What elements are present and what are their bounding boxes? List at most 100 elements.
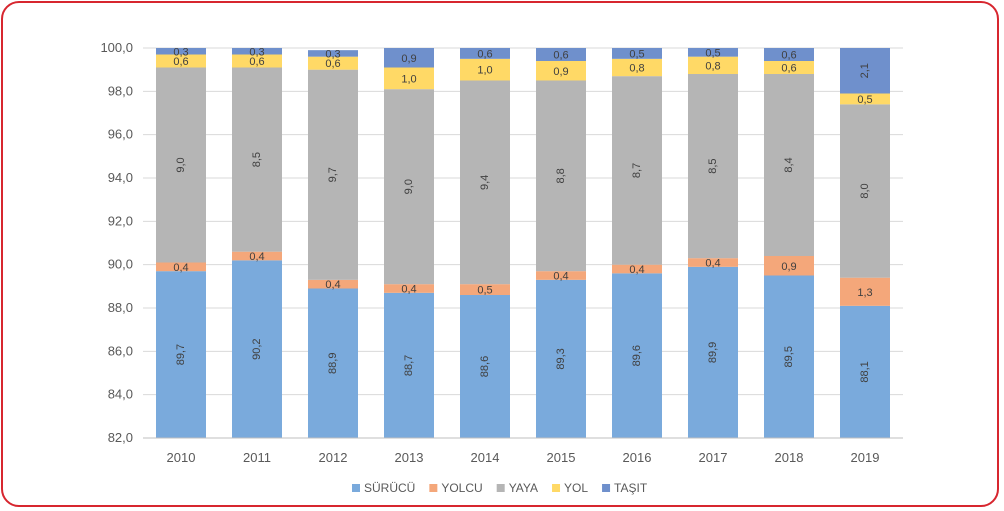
legend-label: YOLCU	[441, 481, 482, 495]
bar-segment	[308, 288, 358, 438]
bar-segment	[536, 48, 586, 61]
data-label: 0,4	[401, 284, 416, 296]
data-label: 0,5	[857, 94, 872, 106]
bar-segment	[840, 93, 890, 105]
data-label: 1,3	[857, 287, 872, 299]
data-label: 0,5	[477, 285, 492, 297]
bar-segment	[764, 74, 814, 256]
data-label: 0,5	[629, 48, 644, 60]
data-label: 8,5	[707, 158, 719, 173]
y-tick-label: 90,0	[108, 257, 133, 272]
bar-segment	[688, 266, 738, 438]
bar-segment	[232, 48, 282, 55]
y-tick-label: 100,0	[100, 40, 133, 55]
data-label: 90,2	[251, 338, 263, 359]
legend-swatch	[602, 484, 611, 492]
bar-segment	[156, 48, 206, 55]
bar-segment	[308, 56, 358, 70]
data-label: 8,7	[631, 163, 643, 178]
legend-label: YAYA	[509, 481, 538, 495]
bar-segment	[688, 48, 738, 57]
legend-label: SÜRÜCÜ	[364, 481, 415, 495]
data-label: 0,6	[781, 50, 796, 62]
x-tick-label: 2015	[547, 450, 576, 465]
data-label: 0,6	[325, 58, 340, 70]
bar-segment	[156, 262, 206, 272]
bar-segment	[460, 48, 510, 59]
x-tick-label: 2013	[395, 450, 424, 465]
data-label: 8,5	[251, 152, 263, 167]
bar-segment	[840, 277, 890, 306]
bar-segment	[308, 279, 358, 289]
data-label: 0,4	[325, 279, 340, 291]
data-label: 88,6	[479, 356, 491, 377]
bar-segment	[764, 48, 814, 61]
bar-segment	[232, 54, 282, 68]
bar-segment	[688, 74, 738, 259]
data-label: 0,3	[325, 48, 340, 60]
data-label: 1,0	[401, 73, 416, 85]
bar-segment	[536, 80, 586, 272]
bar-segment	[536, 279, 586, 438]
data-label: 89,9	[707, 342, 719, 363]
x-tick-label: 2016	[623, 450, 652, 465]
data-label: 0,8	[705, 60, 720, 72]
data-label: 0,4	[553, 271, 568, 283]
bar-segment	[764, 275, 814, 438]
y-tick-label: 84,0	[108, 387, 133, 402]
bar-segment	[384, 48, 434, 68]
data-label: 0,6	[781, 63, 796, 75]
data-label: 0,6	[173, 56, 188, 68]
x-tick-label: 2017	[699, 450, 728, 465]
data-label: 0,3	[249, 46, 264, 58]
bar-segment	[612, 48, 662, 59]
bar-segment	[384, 89, 434, 285]
data-label: 9,0	[175, 157, 187, 172]
x-tick-label: 2011	[243, 450, 271, 465]
data-label: 88,7	[403, 355, 415, 376]
legend-swatch	[496, 484, 505, 492]
bar-segment	[308, 50, 358, 57]
bar-segment	[612, 58, 662, 77]
bar-segment	[156, 67, 206, 263]
bar-segment	[156, 271, 206, 438]
y-tick-label: 96,0	[108, 127, 133, 142]
legend-swatch	[552, 484, 561, 492]
data-label: 0,6	[249, 56, 264, 68]
x-tick-label: 2019	[851, 450, 880, 465]
bar-segment	[460, 58, 510, 81]
bar-segment	[612, 273, 662, 438]
bar-segment	[764, 61, 814, 74]
data-label: 88,1	[859, 361, 871, 382]
data-label: 0,6	[553, 50, 568, 62]
bar-segment	[156, 54, 206, 68]
bar-segment	[460, 284, 510, 295]
bar-segment	[460, 295, 510, 438]
data-label: 0,5	[705, 47, 720, 59]
x-tick-label: 2012	[319, 450, 348, 465]
legend-swatch	[352, 484, 360, 492]
bar-segment	[384, 284, 434, 293]
bar-segment	[460, 80, 510, 285]
data-label: 8,0	[859, 183, 871, 198]
data-label: 8,8	[555, 168, 567, 183]
data-label: 88,9	[327, 353, 339, 374]
legend-label: YOL	[564, 481, 588, 495]
x-tick-label: 2010	[167, 450, 196, 465]
data-label: 0,3	[173, 46, 188, 58]
data-label: 89,6	[631, 345, 643, 366]
data-label: 9,7	[327, 167, 339, 182]
legend-swatch	[429, 484, 438, 492]
bar-segment	[232, 260, 282, 438]
x-tick-label: 2014	[471, 450, 500, 465]
bar-segment	[612, 264, 662, 274]
data-label: 1,0	[477, 65, 492, 77]
data-label: 9,0	[403, 179, 415, 194]
y-tick-label: 82,0	[108, 430, 133, 445]
bar-segment	[384, 67, 434, 90]
y-tick-label: 98,0	[108, 83, 133, 98]
bar-segment	[840, 104, 890, 278]
y-tick-label: 88,0	[108, 300, 133, 315]
bar-segment	[840, 48, 890, 94]
